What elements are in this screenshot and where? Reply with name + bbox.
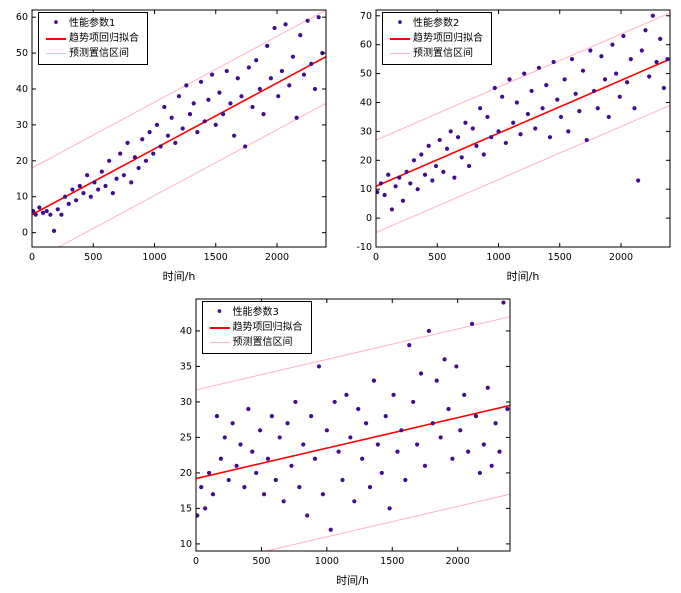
legend-label: 趋势项回归拟合 <box>413 33 483 44</box>
svg-text:60: 60 <box>16 12 28 23</box>
svg-text:1000: 1000 <box>486 252 510 263</box>
svg-text:60: 60 <box>360 40 372 51</box>
svg-text:30: 30 <box>360 126 372 137</box>
top-row: 0 500 1000 1500 2000 0 10 20 30 40 50 60 • 性能参数1 趋势… <box>0 0 681 285</box>
svg-text:40: 40 <box>179 326 191 337</box>
svg-text:35: 35 <box>179 361 191 372</box>
svg-text:1500: 1500 <box>380 556 404 567</box>
svg-text:70: 70 <box>360 11 372 22</box>
svg-text:0: 0 <box>192 556 198 567</box>
legend-entry-trend: 趋势项回归拟合 <box>43 31 139 46</box>
svg-text:0: 0 <box>366 213 372 224</box>
svg-text:0: 0 <box>373 252 379 263</box>
svg-text:500: 500 <box>84 252 102 263</box>
legend-entry-trend: 趋势项回归拟合 <box>207 320 303 335</box>
chart-2-legend: • 性能参数2 趋势项回归拟合 预测置信区间 <box>382 12 492 65</box>
trend-line-icon <box>387 37 413 40</box>
svg-text:-10: -10 <box>356 242 372 253</box>
legend-entry-band: 预测置信区间 <box>43 46 139 61</box>
x-axis-label: 时间/h <box>162 270 196 283</box>
legend-label: 性能参数3 <box>232 307 279 318</box>
svg-text:10: 10 <box>360 184 372 195</box>
svg-text:10: 10 <box>16 192 28 203</box>
chart-2-container: 0 500 1000 1500 2000 -10 0 10 20 30 40 50 60 70 • 性能参… <box>346 0 676 285</box>
legend-label: 预测置信区间 <box>232 337 293 348</box>
legend-label: 性能参数2 <box>413 18 460 29</box>
legend-entry-points: • 性能参数2 <box>387 16 483 31</box>
svg-text:2000: 2000 <box>609 252 633 263</box>
chart-1-container: 0 500 1000 1500 2000 0 10 20 30 40 50 60 • 性能参数1 趋势… <box>2 0 332 285</box>
band-line-icon <box>387 53 413 54</box>
svg-text:30: 30 <box>179 397 191 408</box>
legend-label: 预测置信区间 <box>69 48 129 59</box>
legend-entry-band: 预测置信区间 <box>207 335 303 350</box>
x-axis-label: 时间/h <box>506 270 540 283</box>
svg-text:40: 40 <box>360 97 372 108</box>
svg-text:20: 20 <box>360 155 372 166</box>
scatter-marker-icon: • <box>52 15 60 31</box>
trend-line-icon <box>43 37 69 40</box>
svg-text:30: 30 <box>16 120 28 131</box>
svg-text:2000: 2000 <box>265 252 289 263</box>
chart-1-canvas: 0 500 1000 1500 2000 0 10 20 30 40 50 60 <box>16 9 327 263</box>
chart-3-container: 0 500 1000 1500 2000 10 15 20 25 30 35 40 • 性能参数3 趋… <box>166 289 516 589</box>
scatter-marker-icon: • <box>396 15 404 31</box>
legend-entry-band: 预测置信区间 <box>387 46 483 61</box>
legend-label: 趋势项回归拟合 <box>69 33 139 44</box>
svg-text:1000: 1000 <box>314 556 338 567</box>
svg-text:1000: 1000 <box>142 252 166 263</box>
svg-text:10: 10 <box>179 539 191 550</box>
svg-text:15: 15 <box>179 503 191 514</box>
chart-3-legend: • 性能参数3 趋势项回归拟合 预测置信区间 <box>201 301 312 354</box>
svg-text:0: 0 <box>22 228 28 239</box>
legend-entry-points: • 性能参数1 <box>43 16 139 31</box>
trend-line-icon <box>207 326 233 329</box>
svg-text:500: 500 <box>428 252 446 263</box>
band-line-icon <box>43 53 69 54</box>
legend-entry-points: • 性能参数3 <box>207 305 303 320</box>
bottom-row: 0 500 1000 1500 2000 10 15 20 25 30 35 40 • 性能参数3 趋… <box>0 289 681 589</box>
svg-text:50: 50 <box>360 69 372 80</box>
svg-text:2000: 2000 <box>445 556 469 567</box>
svg-text:500: 500 <box>252 556 270 567</box>
svg-text:0: 0 <box>29 252 35 263</box>
svg-text:25: 25 <box>179 432 191 443</box>
legend-entry-trend: 趋势项回归拟合 <box>387 31 483 46</box>
svg-text:1500: 1500 <box>548 252 572 263</box>
scatter-marker-icon: • <box>215 304 224 320</box>
legend-label: 预测置信区间 <box>413 48 473 59</box>
x-axis-label: 时间/h <box>336 574 369 587</box>
chart-1-legend: • 性能参数1 趋势项回归拟合 预测置信区间 <box>38 12 148 65</box>
legend-label: 性能参数1 <box>69 18 116 29</box>
legend-label: 趋势项回归拟合 <box>232 322 303 333</box>
band-line-icon <box>207 342 233 343</box>
svg-text:50: 50 <box>16 48 28 59</box>
svg-text:1500: 1500 <box>204 252 228 263</box>
svg-text:40: 40 <box>16 84 28 95</box>
svg-text:20: 20 <box>179 468 191 479</box>
svg-text:20: 20 <box>16 156 28 167</box>
